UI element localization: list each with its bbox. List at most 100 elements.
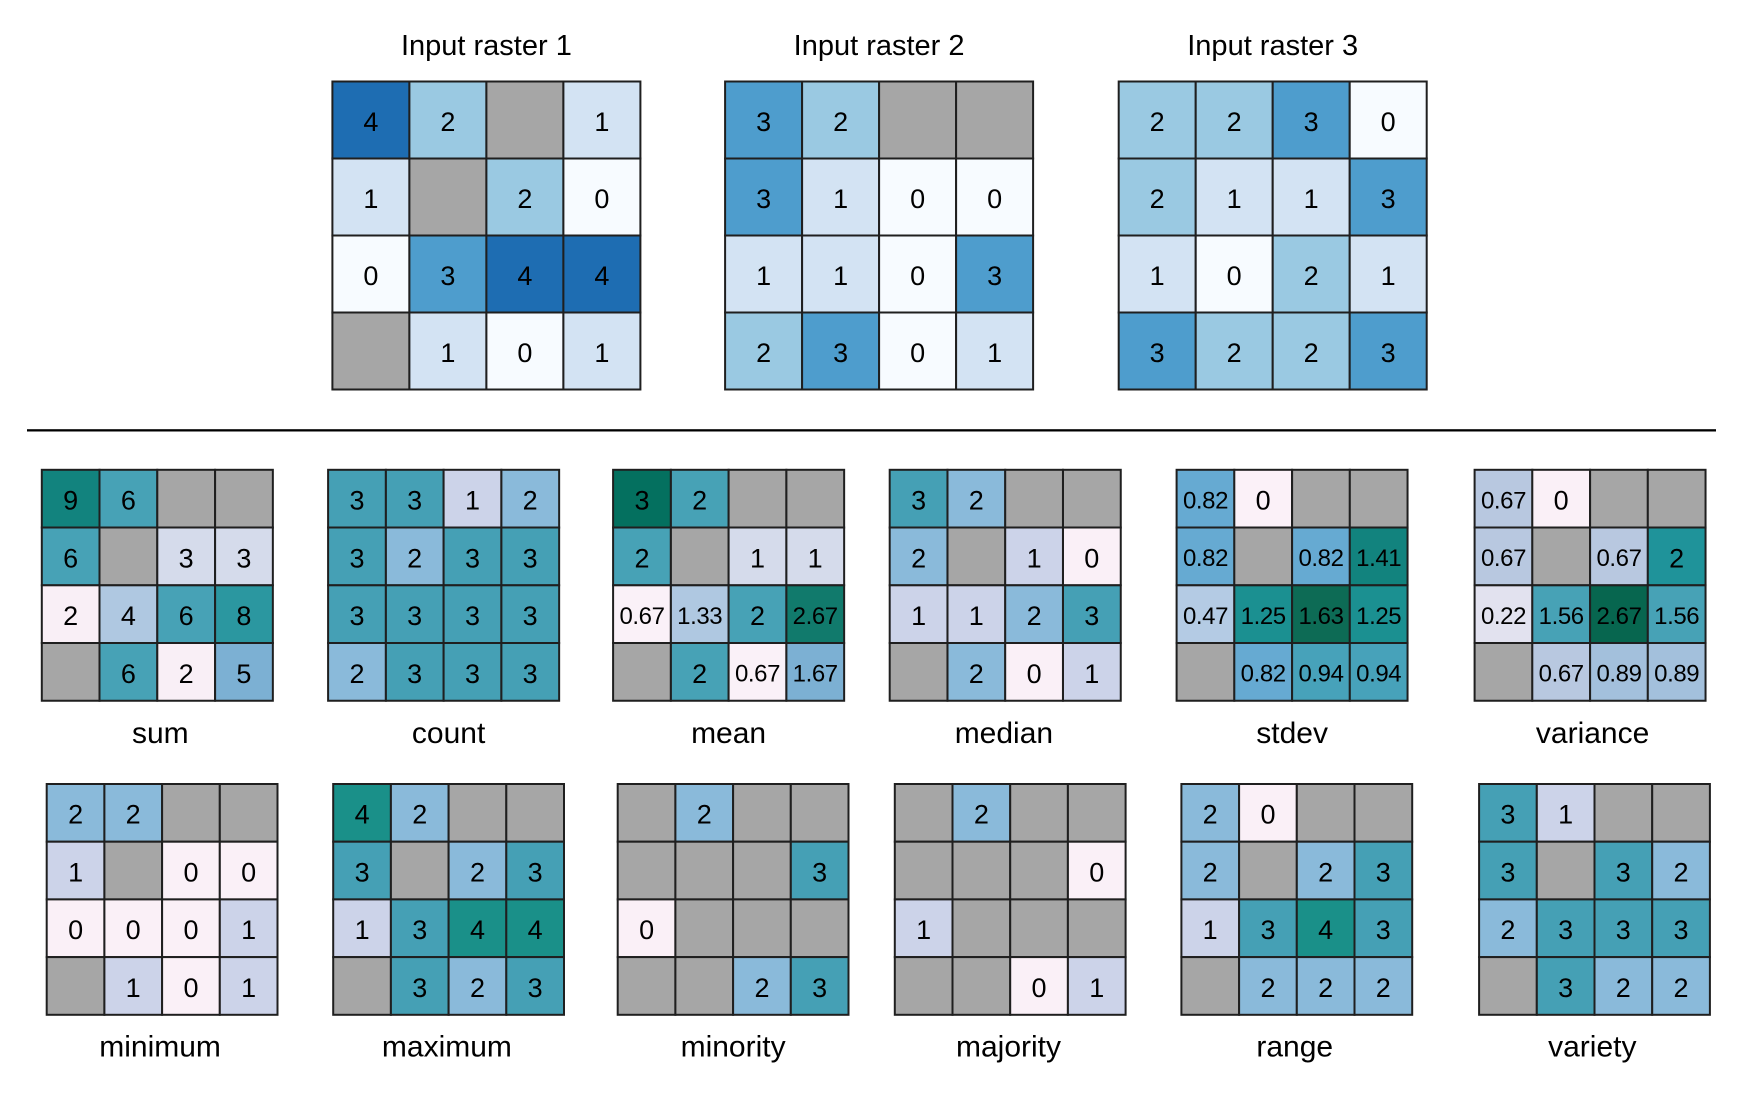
svg-text:3: 3	[528, 973, 543, 1003]
svg-text:5: 5	[236, 659, 251, 689]
svg-text:2: 2	[974, 800, 989, 830]
svg-text:3: 3	[407, 486, 422, 516]
svg-text:3: 3	[236, 543, 251, 573]
svg-text:3: 3	[407, 659, 422, 689]
svg-text:4: 4	[1318, 915, 1333, 945]
svg-text:1: 1	[916, 915, 931, 945]
svg-text:1: 1	[1304, 184, 1319, 214]
svg-text:0.67: 0.67	[1481, 487, 1526, 514]
svg-text:2: 2	[692, 486, 707, 516]
svg-text:2: 2	[349, 659, 364, 689]
svg-text:2: 2	[470, 973, 485, 1003]
svg-text:2: 2	[911, 543, 926, 573]
svg-text:1.56: 1.56	[1539, 603, 1584, 630]
svg-text:3: 3	[911, 486, 926, 516]
svg-text:1: 1	[808, 543, 823, 573]
svg-text:3: 3	[528, 857, 543, 887]
svg-text:4: 4	[355, 800, 370, 830]
svg-text:2: 2	[517, 184, 532, 214]
svg-text:4: 4	[363, 107, 378, 137]
svg-text:1: 1	[1227, 184, 1242, 214]
svg-text:3: 3	[349, 543, 364, 573]
svg-text:1.25: 1.25	[1356, 603, 1401, 630]
svg-text:3: 3	[756, 107, 771, 137]
svg-text:2: 2	[1203, 857, 1218, 887]
svg-text:1: 1	[68, 857, 83, 887]
svg-text:3: 3	[523, 601, 538, 631]
svg-text:0: 0	[639, 915, 654, 945]
svg-text:0: 0	[1381, 107, 1396, 137]
svg-text:mean: mean	[691, 717, 766, 750]
svg-text:6: 6	[121, 659, 136, 689]
svg-text:0.67: 0.67	[1539, 661, 1584, 688]
svg-text:0: 0	[183, 857, 198, 887]
svg-text:3: 3	[1150, 338, 1165, 368]
svg-text:2: 2	[1673, 973, 1688, 1003]
svg-text:1: 1	[1084, 659, 1099, 689]
svg-text:2: 2	[1304, 338, 1319, 368]
svg-text:3: 3	[440, 261, 455, 291]
svg-text:2.67: 2.67	[793, 603, 838, 630]
svg-text:median: median	[955, 717, 1053, 750]
svg-text:0.94: 0.94	[1298, 661, 1343, 688]
svg-text:2: 2	[969, 659, 984, 689]
svg-text:majority: majority	[956, 1031, 1061, 1064]
svg-text:0: 0	[183, 915, 198, 945]
svg-text:0.22: 0.22	[1481, 603, 1526, 630]
svg-text:1.63: 1.63	[1298, 603, 1343, 630]
svg-text:2: 2	[969, 486, 984, 516]
svg-text:1: 1	[363, 184, 378, 214]
svg-text:2: 2	[1150, 107, 1165, 137]
svg-text:0.94: 0.94	[1356, 661, 1401, 688]
svg-text:1: 1	[833, 261, 848, 291]
svg-text:1: 1	[1203, 915, 1218, 945]
svg-text:0: 0	[987, 184, 1002, 214]
svg-text:3: 3	[1616, 857, 1631, 887]
svg-text:4: 4	[528, 915, 543, 945]
svg-text:range: range	[1256, 1031, 1333, 1064]
svg-text:Input raster 1: Input raster 1	[401, 30, 572, 62]
svg-text:1: 1	[465, 486, 480, 516]
svg-text:1: 1	[241, 973, 256, 1003]
svg-text:0: 0	[241, 857, 256, 887]
svg-text:3: 3	[1084, 601, 1099, 631]
svg-text:2: 2	[750, 601, 765, 631]
svg-text:1: 1	[987, 338, 1002, 368]
svg-text:2: 2	[1027, 601, 1042, 631]
svg-text:0.47: 0.47	[1183, 603, 1228, 630]
svg-text:0.89: 0.89	[1654, 661, 1699, 688]
svg-text:variance: variance	[1536, 717, 1649, 750]
svg-text:1.56: 1.56	[1654, 603, 1699, 630]
svg-text:0.89: 0.89	[1596, 661, 1641, 688]
svg-text:1.67: 1.67	[793, 661, 838, 688]
svg-text:3: 3	[1376, 857, 1391, 887]
svg-text:3: 3	[1304, 107, 1319, 137]
svg-text:0: 0	[1260, 800, 1275, 830]
svg-text:2: 2	[179, 659, 194, 689]
svg-text:sum: sum	[132, 717, 189, 750]
svg-text:3: 3	[1381, 184, 1396, 214]
svg-text:2: 2	[1150, 184, 1165, 214]
svg-text:3: 3	[407, 601, 422, 631]
svg-text:1: 1	[833, 184, 848, 214]
svg-text:0: 0	[910, 184, 925, 214]
svg-text:0: 0	[517, 338, 532, 368]
svg-text:0: 0	[1554, 486, 1569, 516]
svg-text:0: 0	[1227, 261, 1242, 291]
svg-text:3: 3	[349, 486, 364, 516]
svg-text:3: 3	[1381, 338, 1396, 368]
svg-text:2: 2	[63, 601, 78, 631]
svg-text:0: 0	[1031, 973, 1046, 1003]
svg-text:2: 2	[1260, 973, 1275, 1003]
svg-text:0.82: 0.82	[1241, 661, 1286, 688]
svg-text:1: 1	[1558, 800, 1573, 830]
svg-text:3: 3	[1376, 915, 1391, 945]
svg-text:1: 1	[594, 338, 609, 368]
svg-text:2: 2	[440, 107, 455, 137]
svg-text:1: 1	[911, 601, 926, 631]
svg-text:1: 1	[756, 261, 771, 291]
svg-text:1: 1	[750, 543, 765, 573]
svg-text:1: 1	[126, 973, 141, 1003]
svg-text:0: 0	[1084, 543, 1099, 573]
svg-text:1: 1	[1381, 261, 1396, 291]
